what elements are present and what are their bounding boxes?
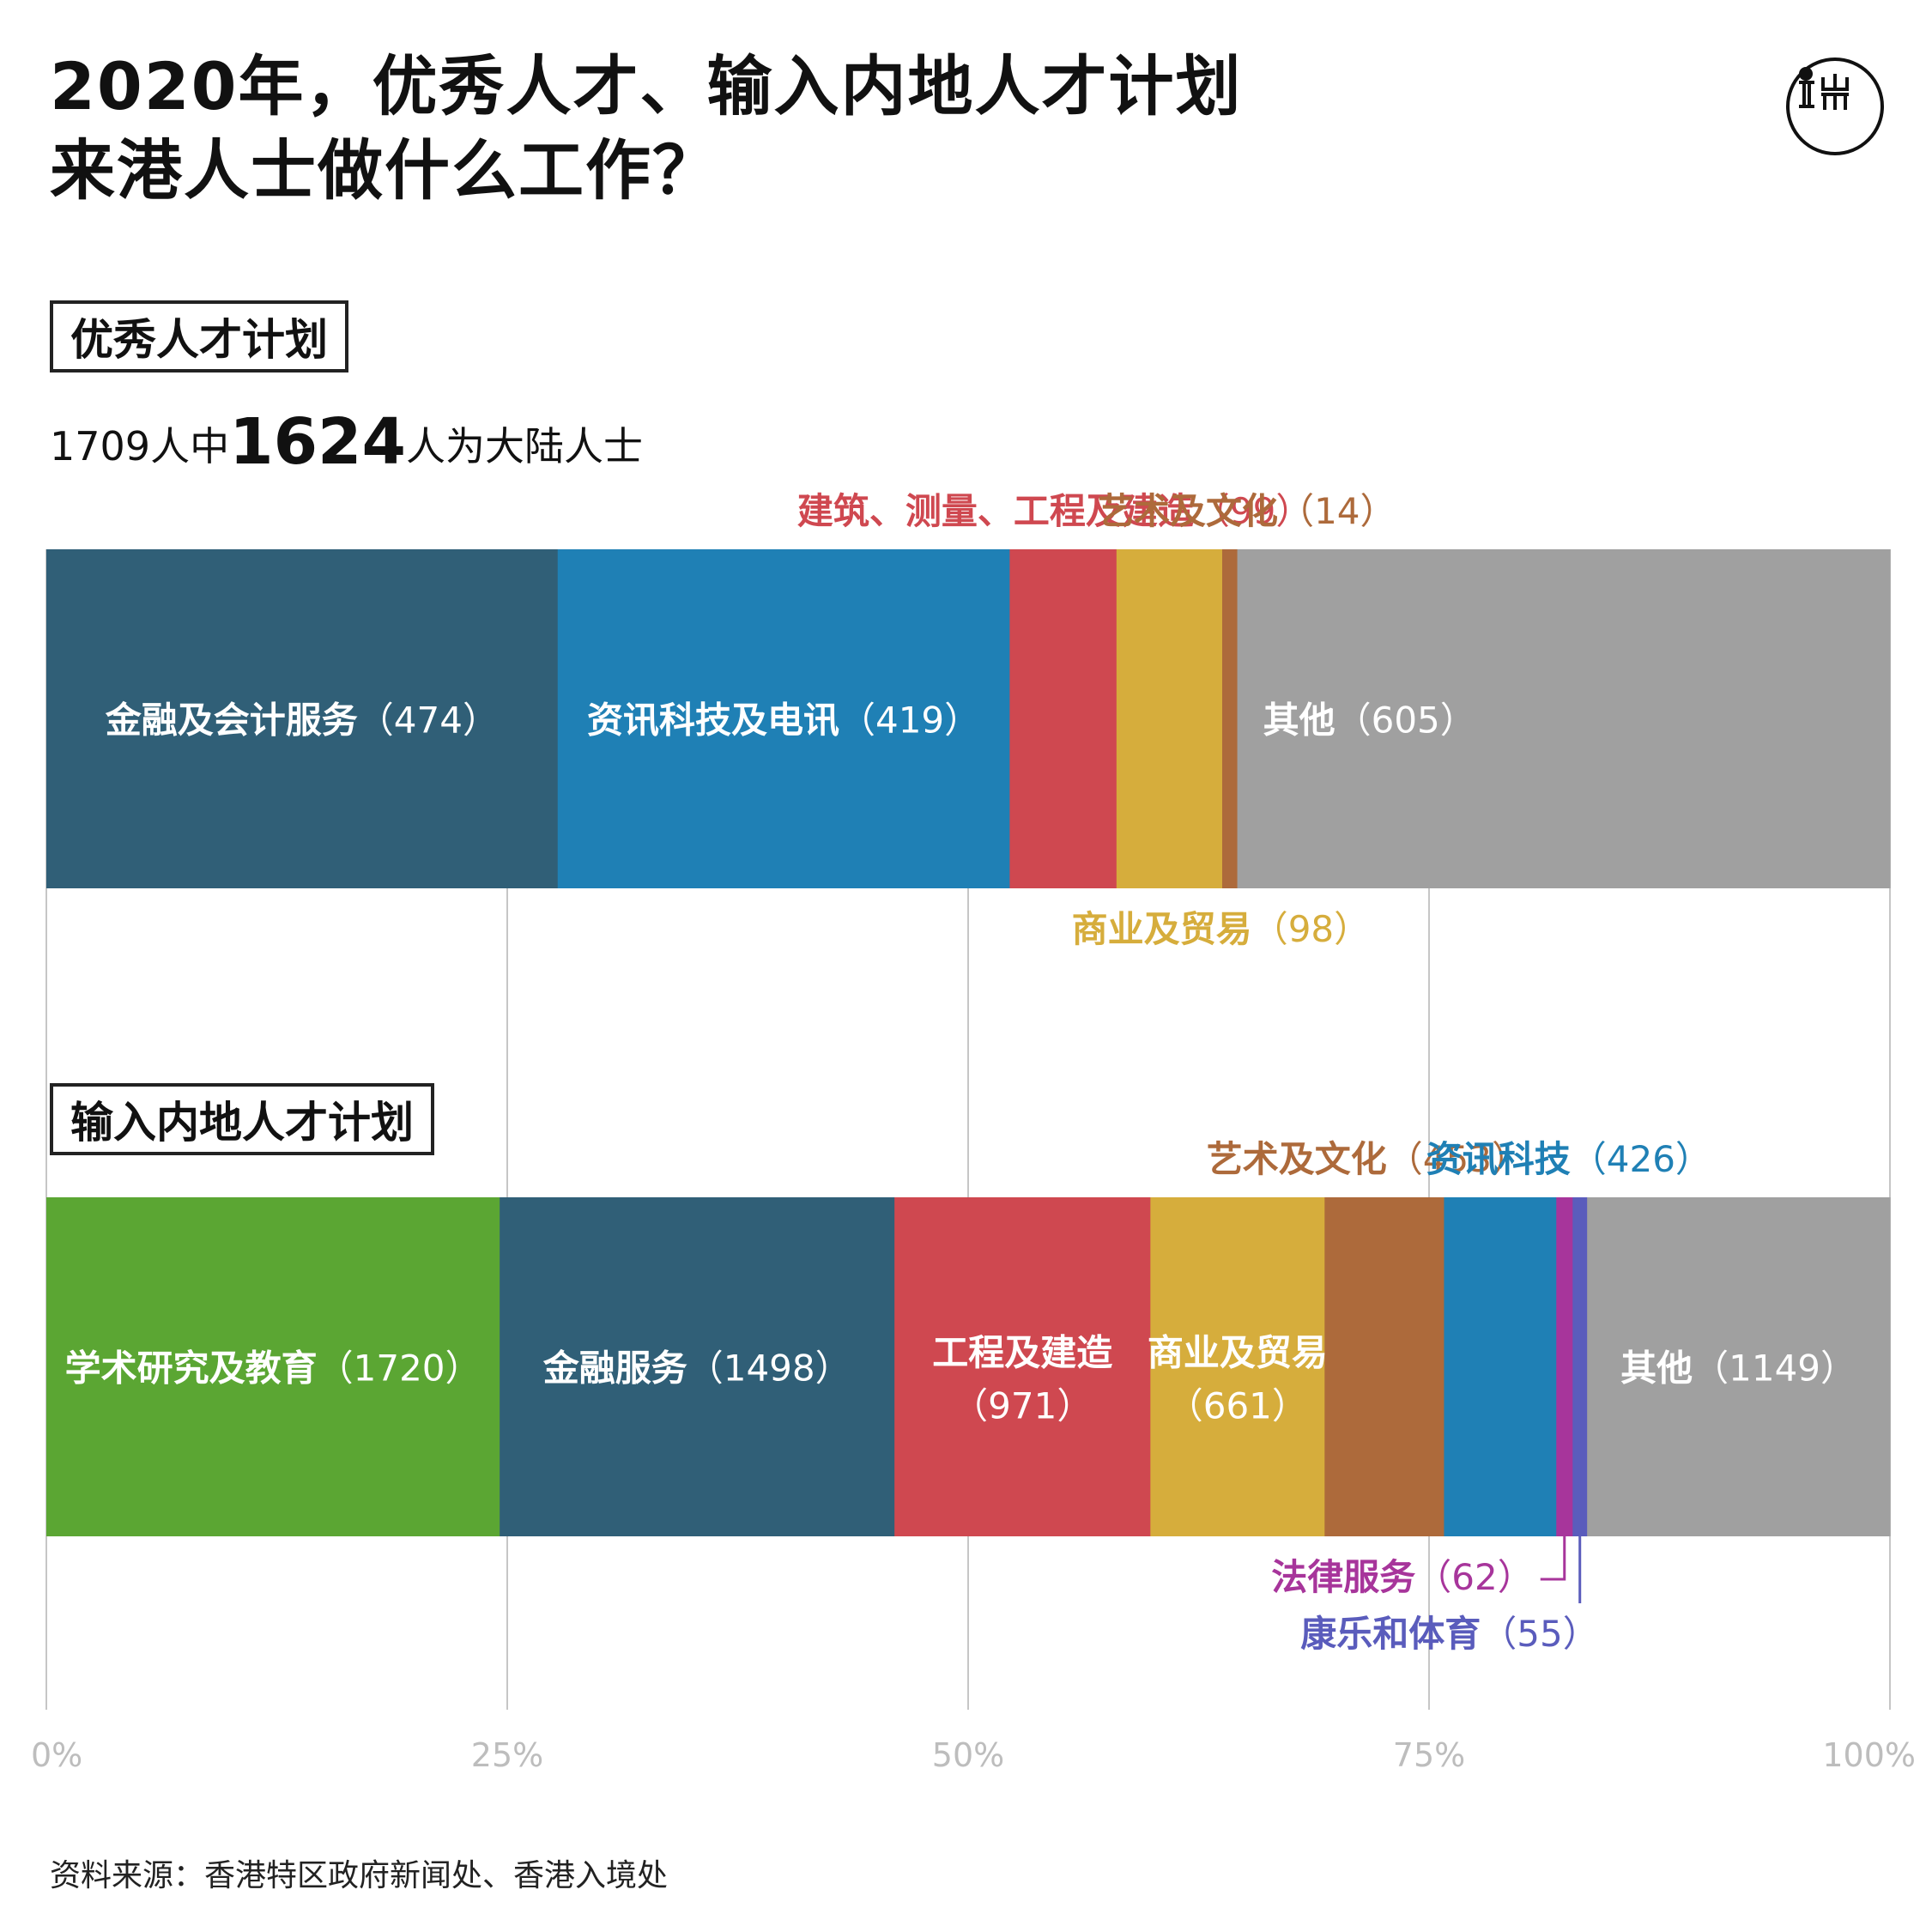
bar-1-label-3-value: （661） xyxy=(1167,1385,1308,1427)
bar-0-label-5: 其他（605） xyxy=(1263,700,1476,742)
bar-1-label-2: 工程及建造 xyxy=(932,1332,1112,1374)
bar-1-segment-2 xyxy=(894,1197,1151,1536)
bar-0-label-1: 资讯科技及电讯（419） xyxy=(587,700,980,742)
bar-1-segment-7 xyxy=(1572,1197,1588,1536)
bar-0-segment-1 xyxy=(557,549,1010,888)
bar-1-segment-5 xyxy=(1444,1197,1557,1536)
bar-1-label-1: 金融服务（1498） xyxy=(542,1348,851,1390)
bar-1-segment-4 xyxy=(1324,1197,1445,1536)
section-label-bottom: 输入内地人才计划 xyxy=(50,1083,434,1155)
bar-0-label-0: 金融及会计服务（474） xyxy=(105,700,499,742)
bar-0-label-4: 艺术及文化（14） xyxy=(1098,490,1396,532)
bar-1-label-5: 资讯科技（426） xyxy=(1426,1138,1711,1180)
bar-0-segment-0 xyxy=(46,549,559,888)
initium-logo-icon xyxy=(1786,58,1884,155)
bar-0-segment-3 xyxy=(1116,549,1223,888)
title-line-1: 2020年，优秀人才、输入内地人才计划 xyxy=(50,48,1243,124)
bar-1-label-2-value: （971） xyxy=(952,1385,1093,1427)
bar-1-label-3: 商业及贸易 xyxy=(1148,1332,1328,1374)
bar-1-segment-0 xyxy=(46,1197,500,1536)
bar-0-segment-2 xyxy=(1009,549,1117,888)
bar-1-segment-8 xyxy=(1587,1197,1891,1536)
chart-title: 2020年，优秀人才、输入内地人才计划 来港人士做什么工作？ xyxy=(50,45,1243,213)
title-line-2: 来港人士做什么工作？ xyxy=(50,132,719,209)
x-tick-label-4: 100% xyxy=(1822,1736,1916,1774)
summary-prefix: 1709人中 xyxy=(50,423,230,469)
x-tick-label-3: 75% xyxy=(1393,1736,1465,1774)
section-label-top: 优秀人才计划 xyxy=(50,300,348,372)
bar-0-label-3: 商业及贸易（98） xyxy=(1072,908,1370,950)
bar-1-segment-3 xyxy=(1150,1197,1325,1536)
bar-1-label-4: 艺术及文化（453） xyxy=(1207,1138,1528,1180)
summary-highlight: 1624 xyxy=(229,405,407,479)
bar-0-label-2: 建筑、测量、工程及建造（99） xyxy=(797,490,1311,532)
x-tick-label-2: 50% xyxy=(932,1736,1004,1774)
x-tick-label-1: 25% xyxy=(471,1736,543,1774)
summary-text: 1709人中1624人为大陆人士 xyxy=(50,403,643,485)
bar-0-segment-4 xyxy=(1221,549,1239,888)
bar-1-segment-1 xyxy=(500,1197,895,1536)
bar-1-segment-6 xyxy=(1556,1197,1573,1536)
bar-1-label-6: 法律服务（62） xyxy=(1271,1556,1533,1598)
summary-suffix: 人为大陆人士 xyxy=(406,423,644,469)
bar-1-label-0: 学术研究及教育（1720） xyxy=(65,1348,481,1390)
bar-1-label-8: 其他（1149） xyxy=(1620,1348,1856,1390)
bar-1-label-6-leader xyxy=(1540,1536,1566,1581)
source-note: 资料来源：香港特区政府新闻处、香港入境处 xyxy=(50,1858,669,1893)
bar-1-label-7: 康乐和体育（55） xyxy=(1300,1613,1598,1655)
bar-0-segment-5 xyxy=(1237,549,1891,888)
x-tick-label-0: 0% xyxy=(31,1736,82,1774)
